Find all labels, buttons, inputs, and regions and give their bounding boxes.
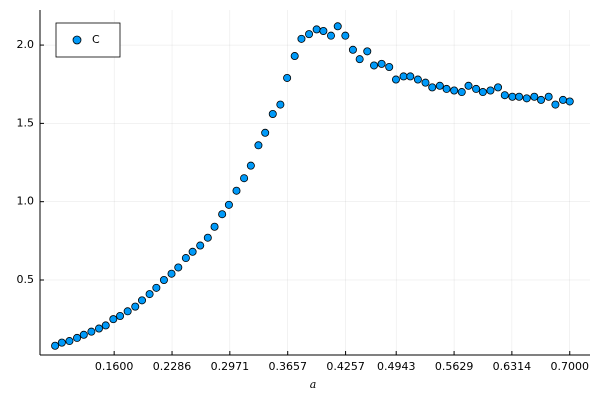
point xyxy=(232,186,241,195)
point xyxy=(246,161,255,170)
point xyxy=(399,72,408,81)
point xyxy=(51,341,60,350)
point xyxy=(224,200,233,209)
point xyxy=(464,81,473,90)
point xyxy=(305,30,314,39)
point xyxy=(530,92,539,101)
point xyxy=(312,25,321,34)
point xyxy=(494,83,503,92)
point xyxy=(565,97,574,106)
point xyxy=(79,330,88,339)
legend-box xyxy=(55,22,121,58)
point xyxy=(94,324,103,333)
point xyxy=(87,327,96,336)
x-tick-label: 0.4943 xyxy=(377,360,416,373)
point xyxy=(65,337,74,346)
point xyxy=(370,61,379,70)
point xyxy=(116,312,125,321)
legend-marker xyxy=(72,35,82,45)
point xyxy=(218,210,227,219)
point xyxy=(268,109,277,118)
point xyxy=(297,34,306,43)
point xyxy=(203,233,212,242)
point xyxy=(391,75,400,84)
point xyxy=(515,92,524,101)
point xyxy=(341,31,350,40)
point xyxy=(363,47,372,56)
point xyxy=(355,55,364,64)
point xyxy=(478,88,487,97)
x-tick-label: 0.1600 xyxy=(95,360,134,373)
point xyxy=(413,75,422,84)
point xyxy=(508,92,517,101)
point xyxy=(290,52,299,61)
point xyxy=(101,321,110,330)
point xyxy=(435,81,444,90)
point xyxy=(442,84,451,93)
point xyxy=(276,100,285,109)
point xyxy=(472,84,481,93)
point xyxy=(210,222,219,231)
x-tick-label: 0.2971 xyxy=(211,360,250,373)
point xyxy=(109,315,118,324)
point xyxy=(181,254,190,263)
x-axis-label: a xyxy=(310,378,317,391)
point xyxy=(145,290,154,299)
point xyxy=(428,83,437,92)
point xyxy=(348,45,357,54)
point xyxy=(57,338,66,347)
legend-label: C xyxy=(92,33,100,46)
point xyxy=(261,128,270,137)
point xyxy=(254,141,263,150)
point xyxy=(421,78,430,87)
point xyxy=(450,86,459,95)
point xyxy=(559,95,568,104)
y-tick-label: 0.5 xyxy=(17,273,35,286)
point xyxy=(138,296,147,305)
y-tick-label: 2.0 xyxy=(17,38,35,51)
point xyxy=(486,86,495,95)
x-tick-label: 0.2286 xyxy=(153,360,192,373)
point xyxy=(167,269,176,278)
point xyxy=(537,95,546,104)
point xyxy=(544,92,553,101)
point xyxy=(385,63,394,72)
x-tick-label: 0.7000 xyxy=(551,360,590,373)
point xyxy=(159,275,168,284)
point xyxy=(196,241,205,250)
point xyxy=(551,100,560,109)
x-tick-label: 0.3657 xyxy=(268,360,307,373)
point xyxy=(500,91,509,100)
point xyxy=(457,88,466,97)
x-tick-label: 0.4257 xyxy=(326,360,365,373)
point xyxy=(123,307,132,316)
point xyxy=(240,174,249,183)
point xyxy=(188,247,197,256)
point xyxy=(522,94,531,103)
point xyxy=(73,333,82,342)
y-tick-label: 1.5 xyxy=(17,116,35,129)
y-tick-label: 1.0 xyxy=(17,195,35,208)
point xyxy=(152,283,161,292)
point xyxy=(319,26,328,35)
point xyxy=(326,31,335,40)
point xyxy=(174,263,183,272)
point xyxy=(131,302,140,311)
x-tick-label: 0.5629 xyxy=(435,360,474,373)
point xyxy=(333,22,342,31)
point xyxy=(406,72,415,81)
x-tick-label: 0.6314 xyxy=(493,360,532,373)
point xyxy=(283,73,292,82)
point xyxy=(377,59,386,68)
